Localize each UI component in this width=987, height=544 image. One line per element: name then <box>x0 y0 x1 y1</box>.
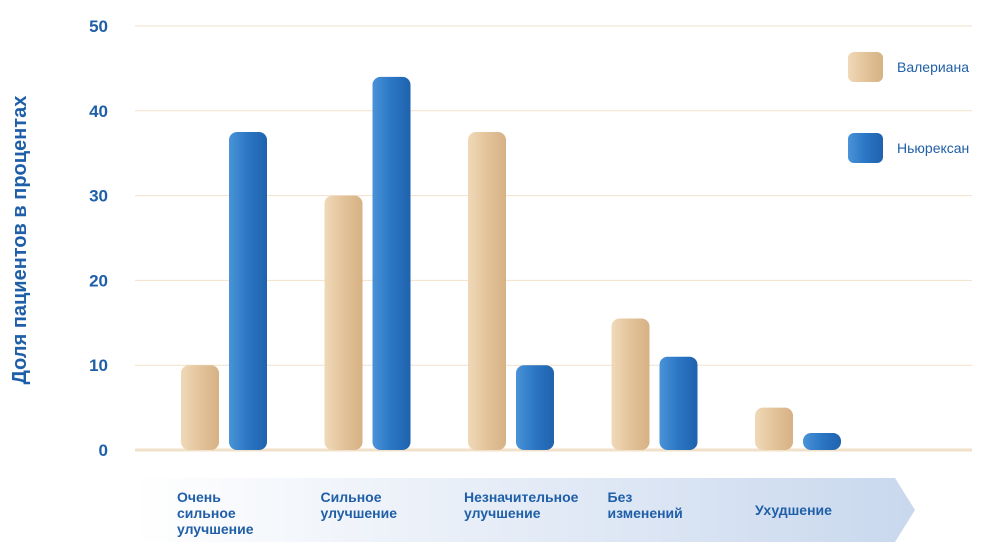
bar-neurexan-3 <box>659 356 698 450</box>
x-category-line: изменений <box>608 505 683 521</box>
bar-neurexan-0 <box>229 132 267 450</box>
x-category-line: улучшение <box>321 505 398 521</box>
bar-neurexan-2 <box>516 365 554 450</box>
x-category-line: улучшение <box>177 521 254 537</box>
x-category-line: улучшение <box>464 505 541 521</box>
bar-neurexan-4 <box>803 433 841 450</box>
y-tick-label: 30 <box>89 187 108 206</box>
x-category-label: Без изменений <box>608 489 683 521</box>
x-category-line: Ухудшение <box>755 502 832 518</box>
bar-valeriana-0 <box>181 365 219 450</box>
y-axis-ticks: 0 10 20 30 40 50 <box>89 17 108 460</box>
legend-swatch-0 <box>848 52 883 82</box>
bars <box>181 76 841 450</box>
bar-neurexan-1 <box>372 76 411 450</box>
y-tick-label: 20 <box>89 271 108 290</box>
x-category-label: Незначительное улучшение <box>464 489 579 521</box>
y-tick-label: 10 <box>89 356 108 375</box>
category-arrow-band <box>135 478 915 542</box>
y-tick-label: 40 <box>89 102 108 121</box>
legend-label: Ньюрексан <box>897 140 969 156</box>
y-tick-label: 0 <box>99 441 108 460</box>
bar-valeriana-2 <box>468 132 506 450</box>
legend: Валериана Ньюрексан <box>848 52 969 163</box>
y-axis-label: Доля пациентов в процентах <box>9 96 31 385</box>
y-tick-label: 50 <box>89 17 108 36</box>
bar-valeriana-4 <box>755 407 793 450</box>
x-category-line: Без <box>608 489 633 505</box>
legend-swatch-1 <box>848 133 883 163</box>
x-category-line: Очень <box>177 489 221 505</box>
x-category-label: Ухудшение <box>755 502 832 518</box>
x-category-label: Сильное улучшение <box>321 489 398 521</box>
x-category-label: Очень сильное улучшение <box>177 489 254 537</box>
legend-label: Валериана <box>897 59 969 75</box>
x-category-line: Сильное <box>321 489 382 505</box>
x-category-line: Незначительное <box>464 489 579 505</box>
bar-valeriana-3 <box>611 318 650 450</box>
x-category-line: сильное <box>177 505 236 521</box>
bar-valeriana-1 <box>324 195 363 450</box>
